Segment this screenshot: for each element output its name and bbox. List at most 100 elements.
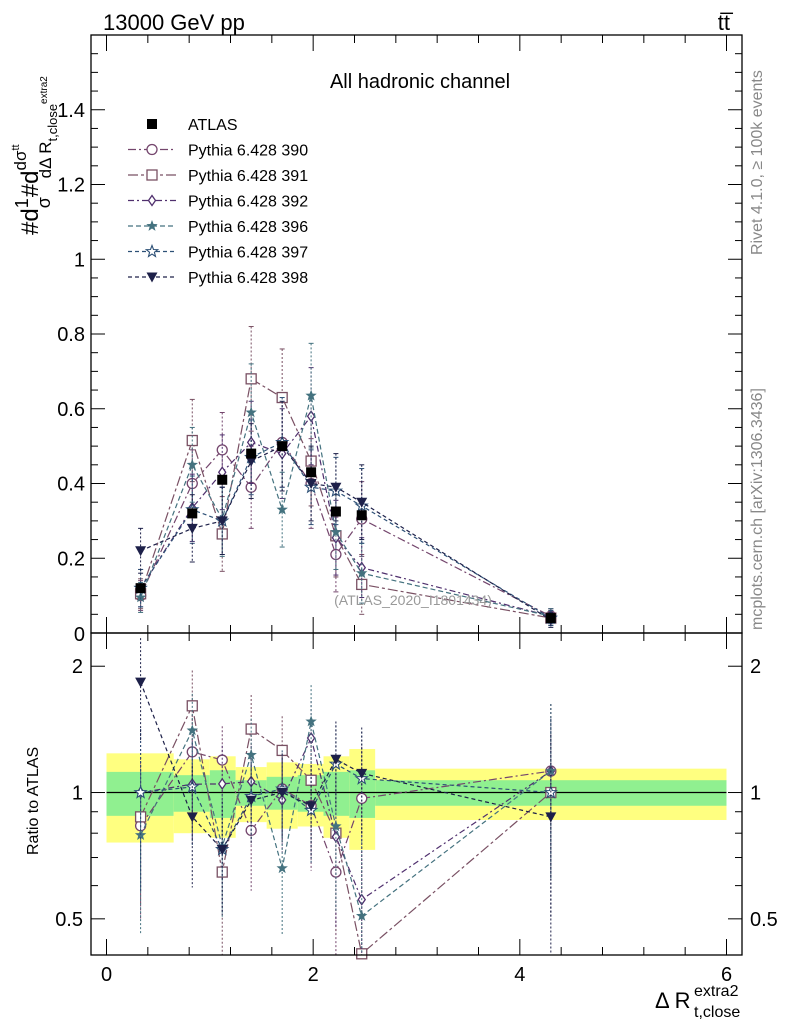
ratio-point — [276, 788, 288, 799]
ratio-point — [305, 801, 317, 812]
watermark: (ATLAS_2020_I1801434) — [334, 592, 492, 608]
reference-point — [545, 613, 556, 624]
x-tick-label: 6 — [721, 964, 732, 986]
y-tick-label-main: 0.4 — [57, 474, 85, 496]
chart-title: All hadronic channel — [330, 71, 510, 93]
reference-point — [246, 448, 257, 459]
x-tick-label: 0 — [101, 964, 112, 986]
y-tick-label-ratio-right: 1 — [750, 783, 761, 805]
y-tick-label-main: 0.6 — [57, 399, 85, 421]
ratio-line-5 — [140, 681, 551, 851]
legend-marker — [147, 119, 157, 129]
legend-marker — [146, 220, 158, 231]
data-point — [330, 526, 342, 537]
ratio-point — [135, 677, 147, 688]
legend-label: Pythia 6.428 397 — [188, 245, 308, 262]
ratio-point — [330, 820, 342, 832]
x-axis-title: Δ R extra2 t,close — [655, 983, 740, 1021]
x-tick-label: 2 — [308, 964, 319, 986]
legend-label: Pythia 6.428 391 — [188, 168, 308, 185]
data-point — [245, 456, 257, 467]
y-tick-label-main: 0.2 — [57, 548, 85, 570]
ratio-point — [356, 792, 368, 805]
data-point — [186, 523, 198, 534]
data-point — [276, 503, 288, 515]
ratio-point — [186, 812, 198, 823]
legend-label: Pythia 6.428 392 — [188, 194, 308, 211]
y-axis-title-main-text: #d1 σ#ddσtt dΔ Rt,closeextra2 — [10, 76, 60, 235]
reference-point — [277, 441, 288, 452]
ratio-point — [305, 715, 317, 727]
y-tick-label-main: 1 — [74, 249, 85, 271]
main-axes: 0.2 0.4 0.6 0.8 1 1.2 1.4 0 — [57, 34, 742, 646]
legend: ATLAS Pythia 6.428 390 Pythia 6.428 391 Pyt… — [128, 117, 308, 287]
ratio-line-0 — [140, 751, 551, 874]
ratio-axes: 0 2 4 6 0.5 0.5 1 1 2 2 — [55, 633, 778, 986]
y-tick-label-ratio: 2 — [72, 656, 83, 678]
legend-marker — [146, 143, 158, 156]
legend-label: Pythia 6.428 396 — [188, 219, 308, 236]
main-series — [133, 326, 558, 628]
ratio-point — [276, 862, 288, 874]
legend-marker — [146, 272, 158, 283]
header-right: tt̅ — [718, 10, 734, 35]
legend-label: ATLAS — [188, 117, 238, 134]
ratio-point — [545, 812, 557, 823]
y-tick-label-main: 0.8 — [57, 324, 85, 346]
legend-marker — [144, 243, 160, 258]
y-tick-label-ratio: 0.5 — [55, 909, 83, 931]
y-axis-title-ratio: Ratio to ATLAS — [25, 747, 42, 855]
y-axis-title-main: #d1 σ#ddσtt dΔ Rt,closeextra2 — [10, 76, 60, 235]
reference-point — [306, 467, 317, 478]
x-axis-title-main: Δ R — [655, 988, 690, 1013]
y-tick-label-main: 1.2 — [57, 175, 85, 197]
reference-point — [356, 510, 367, 521]
data-point — [356, 497, 368, 508]
series-line-1 — [140, 377, 551, 619]
ratio-point — [545, 765, 557, 776]
x-tick-label: 4 — [514, 964, 525, 986]
ratio-point — [330, 754, 342, 765]
ratio-point — [245, 748, 257, 760]
header-left: 13000 GeV pp — [103, 10, 245, 35]
data-point — [186, 458, 198, 470]
y-tick-label-main-zero: 0 — [74, 624, 85, 646]
ratio-point — [133, 784, 148, 799]
ratio-point — [186, 724, 198, 736]
ratio-series — [133, 638, 558, 960]
reference-point — [135, 583, 146, 594]
y-tick-label-main: 1.4 — [57, 100, 85, 122]
y-tick-label-ratio-right: 0.5 — [750, 909, 778, 931]
reference-point — [330, 506, 341, 517]
data-point — [245, 373, 257, 385]
legend-marker — [147, 194, 157, 207]
ratio-point — [356, 910, 368, 921]
series-line-5 — [140, 445, 552, 621]
rivet-label: Rivet 4.1.0, ≥ 100k events — [749, 70, 766, 255]
ratio-point — [216, 844, 228, 855]
ratio-band-green — [323, 771, 350, 816]
data-point — [305, 479, 317, 489]
ratio-point — [356, 768, 368, 779]
data-point — [305, 389, 317, 401]
ratio-point — [217, 777, 227, 790]
mcplots-label: mcplots.cern.ch [arXiv:1306.3436] — [749, 388, 766, 630]
data-point — [356, 567, 368, 579]
legend-label: Pythia 6.428 398 — [188, 270, 308, 287]
legend-label: Pythia 6.428 390 — [188, 143, 308, 160]
data-point — [245, 406, 257, 418]
x-axis-title-sub: t,close — [694, 1004, 740, 1021]
ratio-frame — [90, 632, 743, 956]
reference-point — [217, 474, 228, 485]
y-tick-label-ratio-right: 2 — [750, 656, 761, 678]
ratio-point — [245, 795, 257, 806]
x-axis-title-sup: extra2 — [694, 983, 739, 1000]
data-point — [216, 444, 228, 456]
ratio-band-green — [209, 770, 236, 818]
legend-marker — [146, 169, 158, 181]
reference-point — [187, 508, 198, 519]
data-point — [134, 591, 147, 603]
